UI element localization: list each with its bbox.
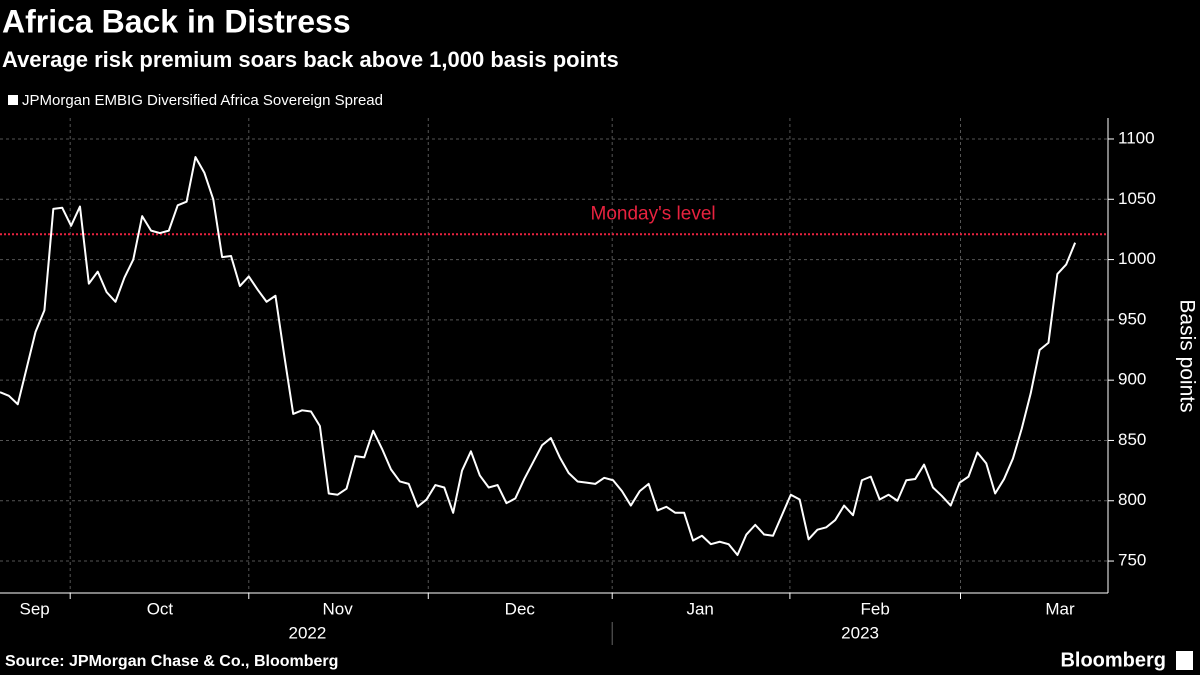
y-tick-label: 1050 <box>1118 189 1156 208</box>
annotation: Monday's level <box>591 203 716 224</box>
y-tick-label: 1100 <box>1118 128 1155 147</box>
legend-label: JPMorgan EMBIG Diversified Africa Sovere… <box>22 92 383 109</box>
brand-icon <box>1176 651 1193 670</box>
chart-subtitle: Average risk premium soars back above 1,… <box>2 47 619 72</box>
year-label: 2022 <box>289 623 327 642</box>
series-line <box>0 156 1077 557</box>
year-label: 2023 <box>841 623 879 642</box>
x-tick-label: Oct <box>147 599 174 618</box>
x-tick-label: Feb <box>861 599 890 618</box>
y-tick-label: 950 <box>1118 309 1146 328</box>
x-tick-label: Sep <box>20 599 50 618</box>
x-tick-label: Dec <box>505 599 536 618</box>
source: Source: JPMorgan Chase & Co., Bloomberg <box>5 653 338 670</box>
x-tick-label: Mar <box>1045 599 1075 618</box>
y-tick-label: 900 <box>1118 370 1146 389</box>
y-axis-label: Basis points <box>1175 299 1198 412</box>
legend-swatch <box>8 95 18 105</box>
y-tick-label: 750 <box>1118 551 1146 570</box>
x-tick-label: Nov <box>323 599 354 618</box>
x-tick-label: Jan <box>686 599 713 618</box>
y-tick-label: 1000 <box>1118 249 1156 268</box>
chart-title: Africa Back in Distress <box>2 3 351 39</box>
y-tick-label: 850 <box>1118 430 1146 449</box>
y-tick-label: 800 <box>1118 490 1146 509</box>
brand: Bloomberg <box>1060 649 1166 671</box>
